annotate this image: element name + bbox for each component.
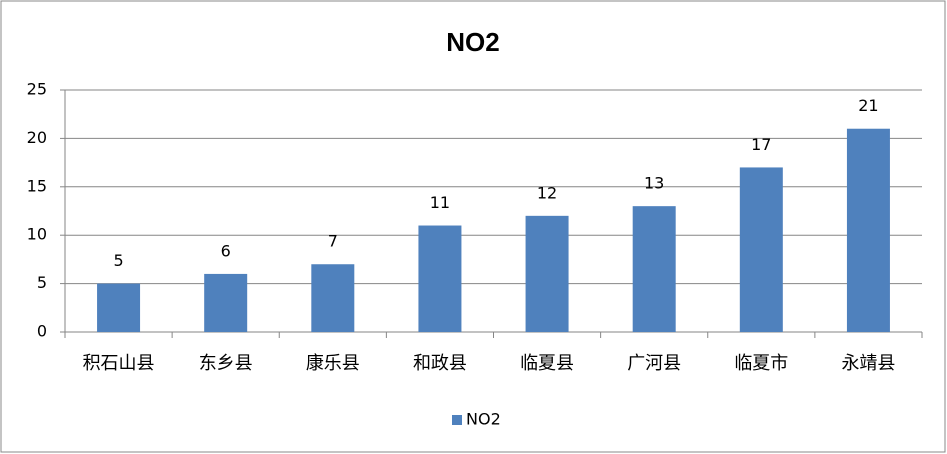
y-tick-label: 25	[27, 80, 47, 99]
bar	[525, 215, 569, 332]
data-label: 5	[113, 251, 123, 270]
chart-title: NO2	[446, 27, 499, 57]
data-label: 13	[644, 174, 664, 193]
y-tick-label: 10	[27, 225, 47, 244]
y-tick-label: 5	[37, 273, 47, 292]
bar	[204, 273, 248, 332]
data-label: 21	[858, 96, 878, 115]
y-tick-label: 20	[27, 128, 47, 147]
bar	[632, 206, 676, 332]
x-tick-label: 永靖县	[841, 353, 895, 374]
bar	[97, 283, 141, 332]
x-tick-label: 东乡县	[199, 353, 253, 374]
x-tick-label: 临夏县	[520, 353, 574, 374]
y-tick-label: 15	[27, 176, 47, 195]
legend-swatch	[452, 415, 462, 425]
x-tick-label: 积石山县	[83, 353, 155, 374]
data-label: 12	[537, 183, 557, 202]
x-tick-label: 康乐县	[306, 353, 360, 374]
bar	[418, 225, 462, 332]
y-tick-label: 0	[37, 322, 47, 341]
legend-label: NO2	[466, 410, 501, 429]
x-tick-label: 和政县	[413, 353, 467, 374]
bar	[846, 128, 890, 332]
x-tick-label: 广河县	[627, 353, 681, 374]
data-label: 17	[751, 135, 771, 154]
data-label: 11	[430, 193, 450, 212]
bar	[311, 264, 355, 332]
x-tick-label: 临夏市	[734, 353, 788, 374]
bar	[739, 167, 783, 332]
data-label: 6	[221, 241, 231, 260]
data-label: 7	[328, 232, 338, 251]
